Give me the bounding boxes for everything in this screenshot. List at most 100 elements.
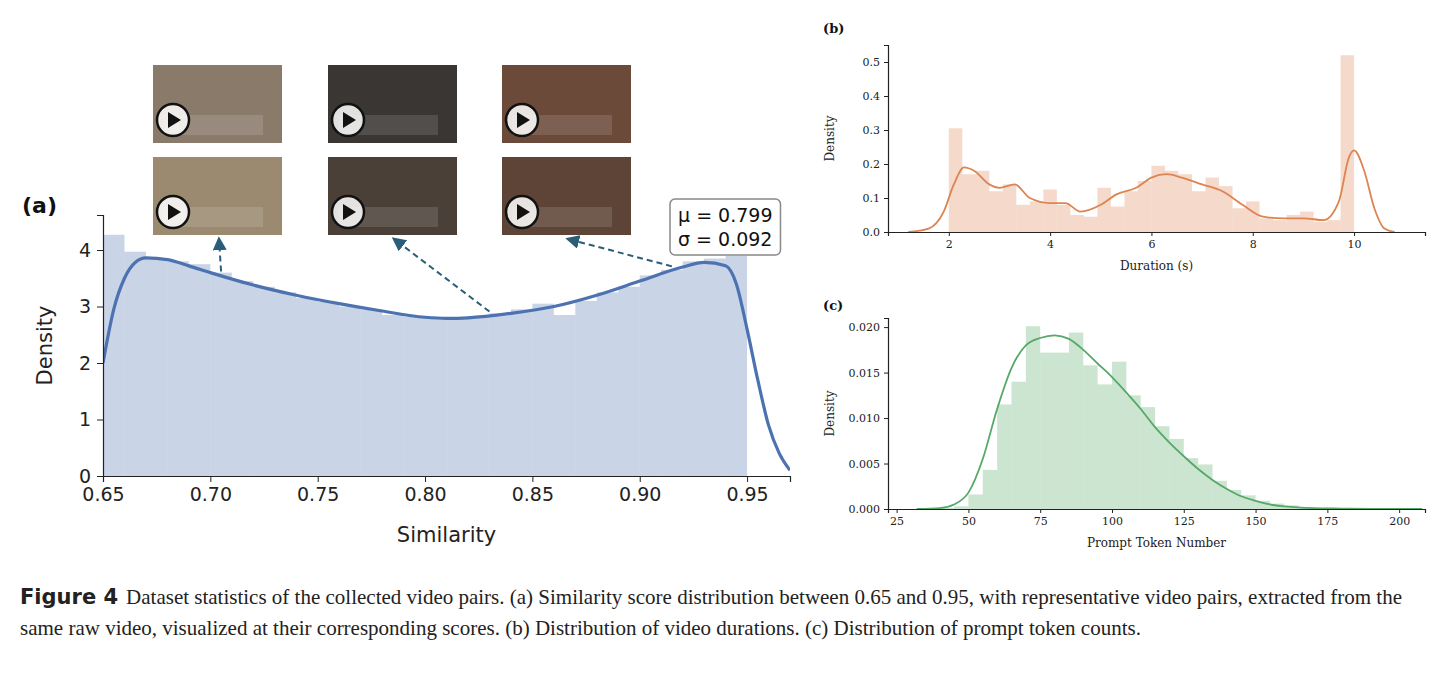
annotation: σ = 0.092 bbox=[678, 228, 772, 250]
tick: 175 bbox=[1317, 509, 1338, 528]
histogram-bar bbox=[296, 298, 317, 476]
tick-label: 4 bbox=[79, 239, 91, 261]
video-thumbnail bbox=[328, 65, 457, 143]
axis-line bbox=[884, 319, 889, 510]
video-thumbnail bbox=[328, 157, 457, 235]
tick-label: 125 bbox=[1174, 515, 1195, 528]
play-icon bbox=[517, 204, 530, 220]
histogram-bar bbox=[146, 259, 167, 477]
tick-label: 0.90 bbox=[619, 483, 661, 505]
x-axis: 0.650.700.750.800.850.900.95 bbox=[82, 476, 790, 505]
tick-mark bbox=[318, 476, 319, 482]
figure: 0.650.700.750.800.850.900.9501234Similar… bbox=[0, 0, 1448, 578]
tick: 0.90 bbox=[619, 476, 661, 505]
tick-label: 0.5 bbox=[863, 56, 881, 69]
histogram-bar bbox=[189, 264, 210, 476]
play-icon bbox=[343, 204, 356, 220]
histogram-bar bbox=[1030, 201, 1044, 232]
tick: 0.015 bbox=[849, 367, 889, 380]
tick: 0.020 bbox=[849, 321, 889, 334]
tick-mark bbox=[1151, 232, 1152, 236]
tick-label: 25 bbox=[890, 515, 904, 528]
histogram-bar bbox=[318, 302, 339, 476]
tick-label: 0.0 bbox=[863, 226, 881, 239]
tick: 0.70 bbox=[190, 476, 232, 505]
histogram-bar bbox=[167, 261, 188, 476]
tick-mark bbox=[640, 476, 641, 482]
tick-mark bbox=[97, 420, 103, 421]
histogram-bar bbox=[575, 301, 596, 476]
histogram-bar bbox=[683, 261, 704, 476]
tick-label: 2 bbox=[79, 352, 91, 374]
histogram-bar bbox=[1111, 207, 1125, 233]
histogram-bar bbox=[404, 317, 425, 476]
play-icon bbox=[343, 112, 356, 128]
tick-mark bbox=[1256, 509, 1257, 513]
histogram-bar bbox=[1098, 384, 1112, 509]
histogram-bar bbox=[103, 235, 124, 476]
histogram-bar bbox=[1057, 205, 1071, 232]
tick-mark bbox=[897, 509, 898, 513]
tick: 2 bbox=[79, 352, 103, 374]
histogram-bar bbox=[1155, 426, 1169, 509]
histogram-bar bbox=[447, 318, 468, 476]
thumbnail-frame bbox=[153, 65, 282, 143]
tick-label: 0.000 bbox=[849, 503, 881, 516]
histogram-bar bbox=[1003, 184, 1016, 232]
histogram-bar bbox=[489, 313, 510, 476]
tick-label: 75 bbox=[1034, 515, 1048, 528]
tick: 0.85 bbox=[512, 476, 554, 505]
plot-area bbox=[103, 235, 790, 476]
example-pointer bbox=[568, 239, 672, 266]
axis-title: Density bbox=[823, 390, 837, 436]
tick-label: 10 bbox=[1348, 238, 1362, 251]
tick-mark bbox=[1050, 232, 1051, 236]
tick: 150 bbox=[1246, 509, 1267, 528]
play-icon bbox=[168, 112, 181, 128]
tick: 0.5 bbox=[863, 56, 889, 69]
density-curve bbox=[908, 150, 1394, 232]
play-icon bbox=[332, 104, 364, 136]
tick-mark bbox=[884, 373, 888, 374]
histogram-bar bbox=[983, 470, 997, 509]
panel: 2468100.00.10.20.30.40.5Duration (s)Dens… bbox=[823, 21, 1426, 273]
histogram-bar bbox=[361, 309, 382, 476]
histogram-bar bbox=[1138, 181, 1152, 232]
thumbnail-frame bbox=[328, 157, 457, 235]
tick: 0.005 bbox=[849, 458, 889, 471]
tick-label: 0 bbox=[79, 465, 91, 487]
play-icon bbox=[506, 196, 538, 228]
tick: 8 bbox=[1250, 232, 1257, 251]
x-axis: 255075100125150175200 bbox=[889, 509, 1426, 528]
tick: 125 bbox=[1174, 509, 1195, 528]
tick-mark bbox=[884, 62, 888, 63]
tick: 0.3 bbox=[863, 124, 889, 137]
tick: 0.4 bbox=[863, 90, 889, 103]
axis-title: Similarity bbox=[397, 523, 496, 547]
tick: 4 bbox=[79, 239, 103, 261]
tick-mark bbox=[884, 418, 888, 419]
tick-label: 1 bbox=[79, 408, 91, 430]
tick-mark bbox=[210, 476, 211, 482]
histogram-bar bbox=[1070, 215, 1084, 232]
video-thumbnail bbox=[502, 157, 631, 235]
axis-line bbox=[104, 477, 791, 483]
histogram-bar bbox=[1069, 333, 1083, 509]
axis-title: Density bbox=[823, 115, 837, 161]
tick-label: 200 bbox=[1389, 515, 1410, 528]
histogram-bar bbox=[661, 270, 682, 476]
tick: 200 bbox=[1389, 509, 1410, 528]
tick-label: 0.95 bbox=[726, 483, 768, 505]
histogram-bar bbox=[1246, 201, 1259, 232]
density-curve bbox=[103, 258, 790, 470]
tick-label: 6 bbox=[1148, 238, 1155, 251]
tick-mark bbox=[884, 198, 888, 199]
histogram-bar bbox=[1043, 190, 1056, 233]
tick-mark bbox=[949, 232, 950, 236]
tick-mark bbox=[425, 476, 426, 482]
axis-line bbox=[97, 216, 104, 477]
histogram-bar bbox=[232, 281, 253, 476]
histogram-bar bbox=[1273, 220, 1287, 232]
histogram-bar bbox=[1084, 217, 1097, 232]
annotation: μ = 0.799 bbox=[678, 204, 772, 226]
